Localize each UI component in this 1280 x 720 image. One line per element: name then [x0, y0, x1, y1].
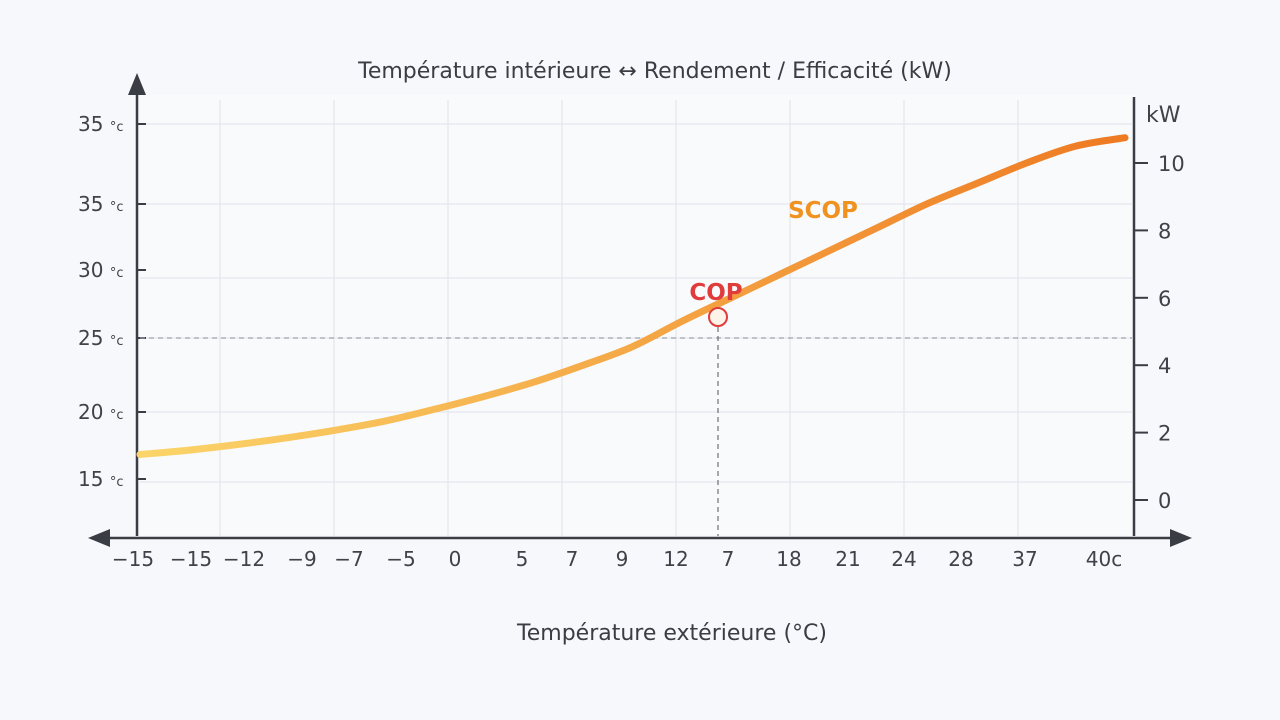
x-ticks: −15 −15 −12 −9 −7 −5 0 5 7 9 12 7 18 21 24 28 37 40c	[112, 547, 1122, 571]
x-tick-label: −7	[334, 547, 363, 571]
y-left-tick-unit: °c	[110, 120, 124, 135]
y-right-tick-label: 2	[1158, 422, 1171, 446]
y-left-tick-label: 35 °c	[78, 112, 123, 136]
x-tick-label: −15	[112, 547, 154, 571]
y-left-tick-label: 30 °c	[78, 258, 123, 282]
x-tick-label: 5	[516, 547, 529, 571]
x-tick-label: 24	[891, 547, 916, 571]
scop-series-line	[136, 134, 1129, 459]
x-tick-label: 21	[835, 547, 860, 571]
series-layer: SCOP COP	[136, 134, 1129, 459]
cop-guides	[140, 327, 1132, 536]
x-tick-label: 7	[566, 547, 579, 571]
plot-area	[140, 95, 1135, 535]
x-tick-label: 18	[776, 547, 801, 571]
y-right-tick-label: 10	[1158, 152, 1185, 176]
y-right-tick-label: 4	[1158, 354, 1171, 378]
y-left-tick-unit: °c	[110, 475, 124, 490]
x-tick-label: 0	[449, 547, 462, 571]
x-tick-label: 9	[616, 547, 629, 571]
y-left-tick-label: 20 °c	[78, 400, 123, 424]
x-tick-label: −15	[170, 547, 212, 571]
x-tick-label: 40c	[1086, 547, 1122, 571]
x-axis-right-arrow-icon	[1170, 529, 1192, 547]
y-axis-arrow-icon	[128, 73, 146, 95]
y-left-tick-unit: °c	[110, 200, 124, 215]
scop-series-label: SCOP	[788, 198, 858, 224]
y-left-ticks: 35 °c 35 °c 30 °c 25 °c 20 °c 15 °c	[78, 112, 146, 491]
x-tick-label: 12	[663, 547, 688, 571]
y-left-tick-label: 35 °c	[78, 192, 123, 216]
y-right-tick-label: 6	[1158, 287, 1171, 311]
y-left-tick-unit: °c	[110, 266, 124, 281]
x-tick-label: −12	[223, 547, 265, 571]
y-left-tick-unit: °c	[110, 408, 124, 423]
x-tick-label: 28	[948, 547, 973, 571]
x-tick-label: −5	[386, 547, 415, 571]
x-axis-left-arrow-icon	[88, 529, 110, 547]
chart-title: Température intérieure ↔ Rendement / Eff…	[357, 59, 952, 84]
x-tick-label: 37	[1012, 547, 1037, 571]
y-right-tick-label: 8	[1158, 219, 1171, 243]
cop-point-marker	[708, 307, 728, 327]
y-right-tick-label: 0	[1158, 489, 1171, 513]
cop-label: COP	[689, 280, 742, 306]
y-axis-right-unit: kW	[1146, 103, 1181, 128]
y-left-tick-label: 25 °c	[78, 326, 123, 350]
y-left-tick-label: 15 °c	[78, 467, 123, 491]
x-axis-label: Température extérieure (°C)	[516, 621, 827, 646]
x-tick-label: 7	[722, 547, 735, 571]
x-tick-label: −9	[287, 547, 316, 571]
y-right-ticks: 10 8 6 4 2 0	[1134, 152, 1185, 513]
y-left-tick-unit: °c	[110, 334, 124, 349]
